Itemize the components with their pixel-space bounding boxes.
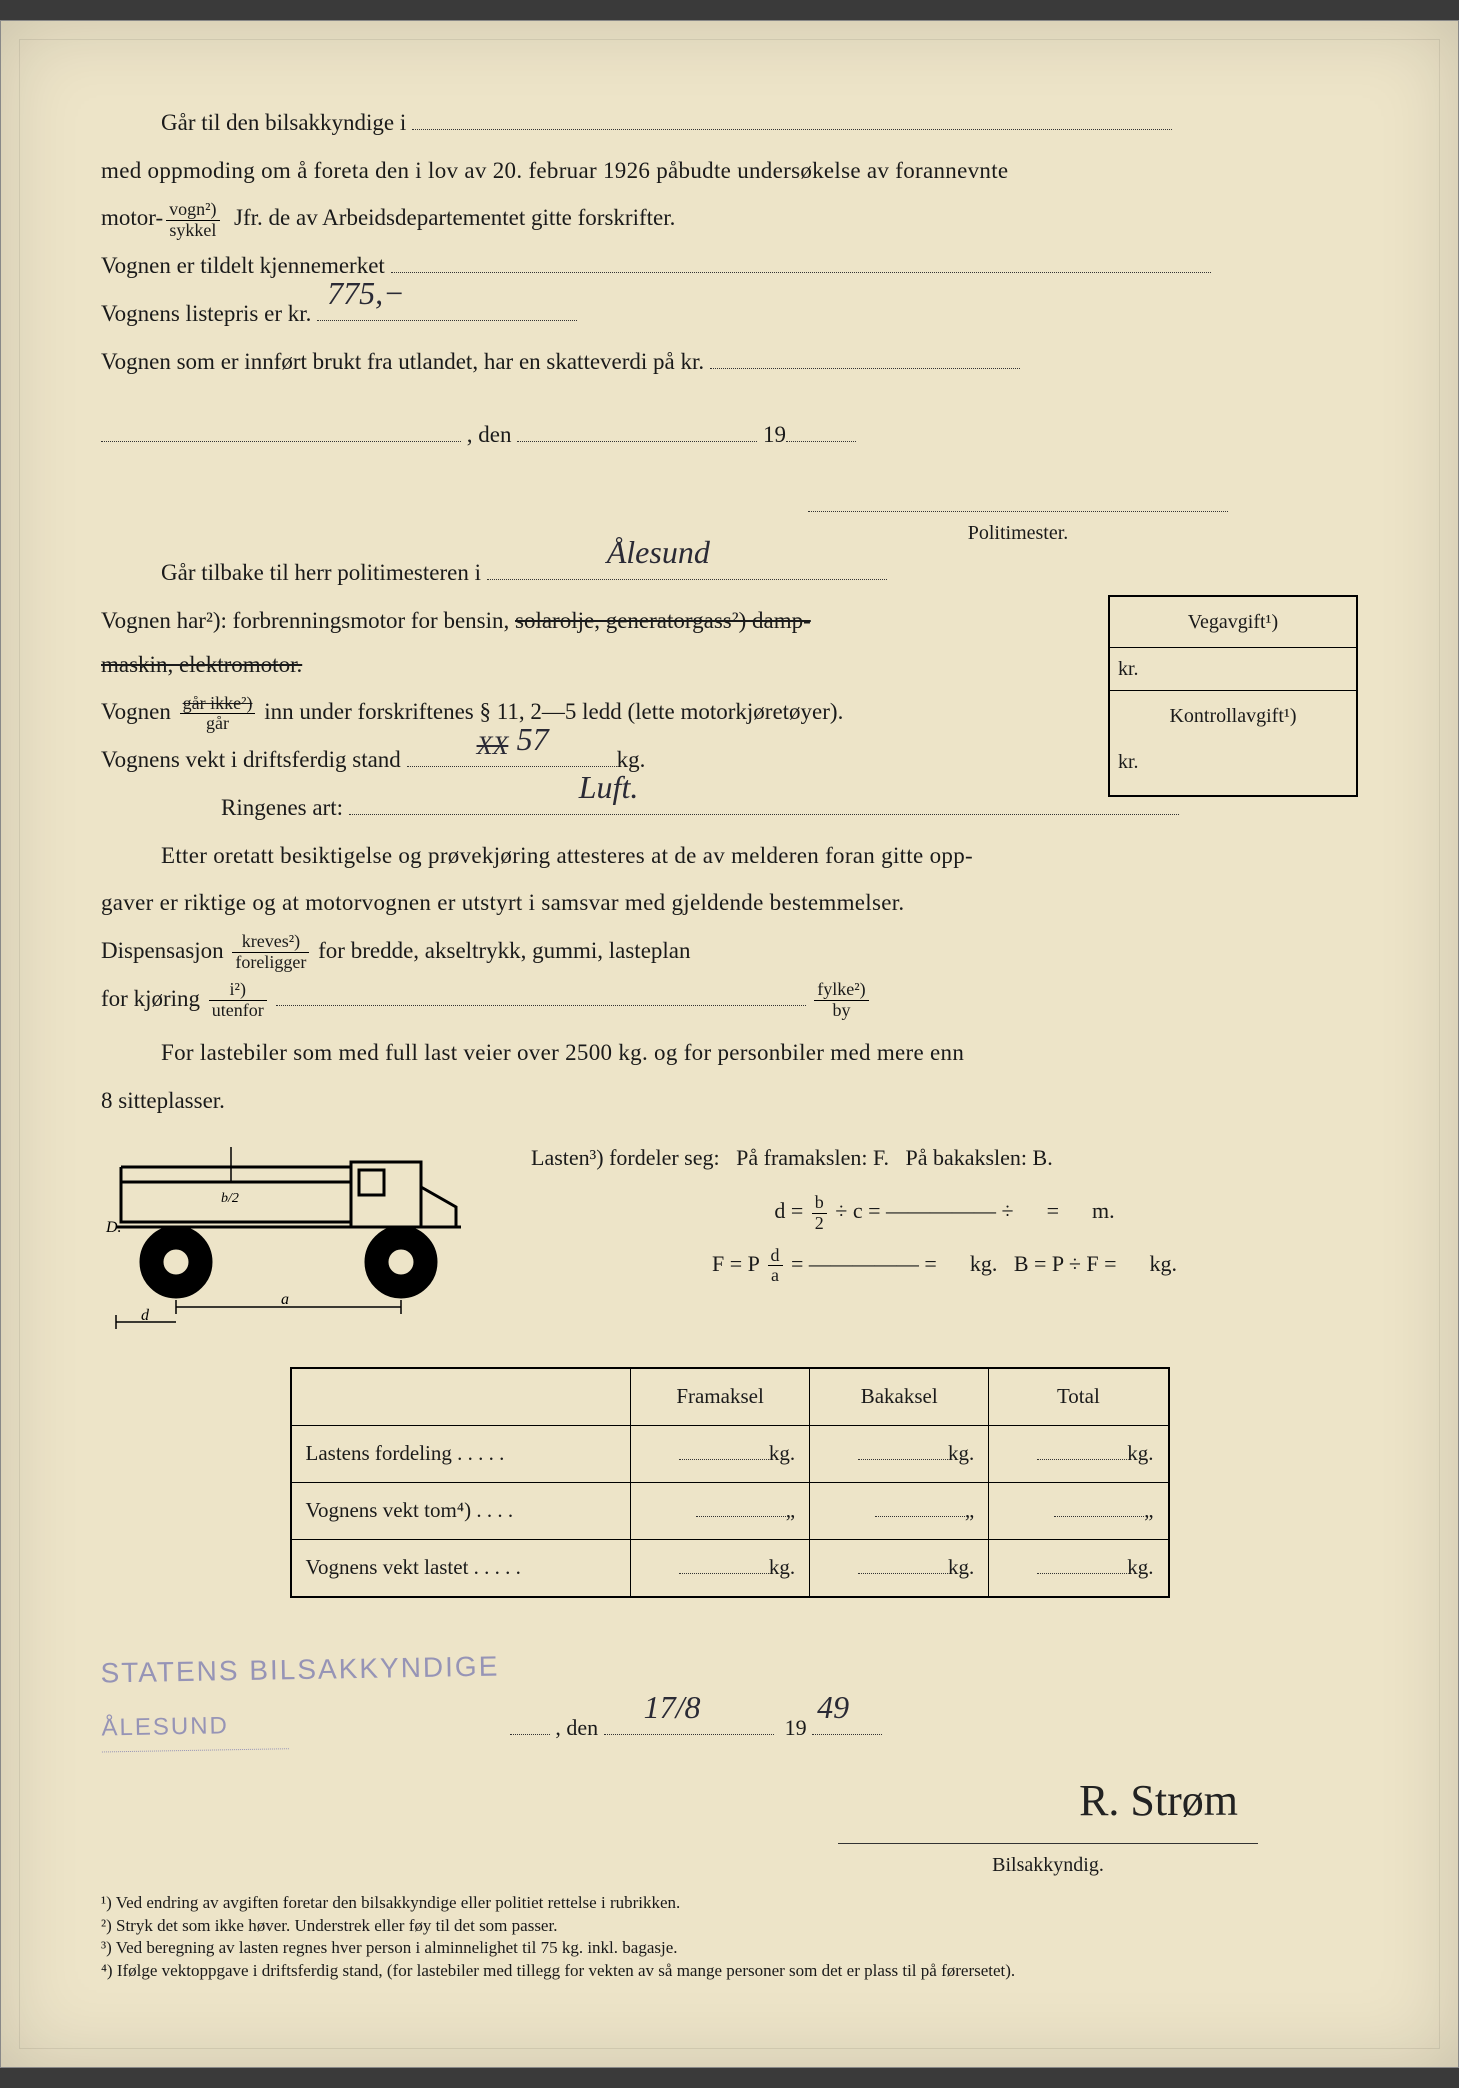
line-recipient: Går til den bilsakkyndige i (101, 101, 1358, 145)
document-page: Går til den bilsakkyndige i med oppmodin… (0, 20, 1459, 2068)
load-heading-2: 8 sitteplasser. (101, 1079, 1358, 1123)
svg-text:a: a (281, 1291, 289, 1308)
text: inn under forskriftenes § 11, 2—5 ledd (… (258, 699, 843, 724)
col-total: Total (989, 1368, 1169, 1425)
text: Vognen som er innført brukt fra utlandet… (101, 349, 704, 374)
line-request: med oppmoding om å foreta den i lov av 2… (101, 149, 1358, 193)
text: Jfr. de av Arbeidsdepartementet gitte fo… (234, 205, 675, 230)
line-date-1: , den 19 (101, 413, 1358, 457)
strike-2: maskin, elektromotor. (101, 652, 302, 677)
load-dist-header: Lasten³) fordeler seg: På framakslen: F.… (531, 1132, 1358, 1185)
field-tires: Luft. (349, 792, 1179, 815)
fees-box: Vegavgift¹) kr. Kontrollavgift¹) kr. (1108, 595, 1358, 797)
frac-vogn-sykkel: vogn²)sykkel (166, 200, 219, 241)
truck-section: a d b/2 D. Lasten³) fordeler seg: På fra… (101, 1132, 1358, 1347)
row1-label: Lastens fordeling . . . . . (291, 1425, 631, 1482)
value-year: 49 (817, 1677, 849, 1738)
stamp: STATENS BILSAKKYNDIGE ÅLESUND (100, 1639, 501, 1752)
label-bilsakkyndig: Bilsakkyndig. (838, 1843, 1258, 1884)
line-attest-1: Etter oretatt besiktigelse og prøvekjøri… (101, 834, 1358, 878)
footnote-3: ³) Ved beregning av lasten regnes hver p… (101, 1937, 1358, 1960)
line-tires: Ringenes art: Luft. (101, 786, 1358, 830)
line-listepris: Vognens listepris er kr. 775,− (101, 292, 1358, 336)
line-kjennemerke: Vognen er tildelt kjennemerket (101, 244, 1358, 288)
truck-diagram: a d b/2 D. (101, 1132, 501, 1347)
line-engine: Vognen har²): forbrenningsmotor for bens… (101, 599, 1041, 686)
blank-kjennemerke (391, 250, 1211, 273)
line-motortype: motor-vogn²)sykkel Jfr. de av Arbeidsdep… (101, 196, 1358, 240)
signature: R. Strøm (101, 1759, 1358, 1843)
line-forskrift: Vognen går ikke²)går inn under forskrift… (101, 690, 1041, 734)
frac-fylke-by: fylke²)by (814, 980, 868, 1021)
field-back-to: Ålesund (487, 557, 887, 580)
value-tires: Luft. (459, 757, 639, 818)
line-dispensasjon: Dispensasjon kreves²)foreligger for bred… (101, 929, 1358, 973)
text: Går til den bilsakkyndige i (161, 110, 406, 135)
blank-kjoring (276, 983, 806, 1006)
value-listepris: 775,− (327, 263, 405, 324)
weight-table: Framaksel Bakaksel Total Lastens fordeli… (290, 1367, 1170, 1598)
text: motor- (101, 205, 163, 230)
line-attest-2: gaver er riktige og at motorvognen er ut… (101, 881, 1358, 925)
politimester-sig: Politimester. (101, 461, 1358, 551)
blank-recipient (412, 107, 1172, 130)
col-front: Framaksel (631, 1368, 810, 1425)
blank-place-1 (101, 419, 461, 442)
text: for kjøring (101, 986, 206, 1011)
label-vegavgift: Vegavgift¹) (1110, 597, 1356, 647)
line-skatteverdi: Vognen som er innført brukt fra utlandet… (101, 340, 1358, 384)
label-kontrollavgift: Kontrollavgift¹) (1110, 690, 1356, 741)
row2-label: Vognens vekt tom⁴) . . . . (291, 1482, 631, 1539)
frac-i-utenfor: i²)utenfor (209, 980, 267, 1021)
frac-kreves: kreves²)foreligger (232, 932, 309, 973)
text: Vognens vekt i driftsferdig stand (101, 747, 401, 772)
col-rear: Bakaksel (810, 1368, 989, 1425)
blank-year-1 (786, 419, 856, 442)
field-date: 17/8 (604, 1713, 774, 1735)
text: Går tilbake til herr politimesteren i (161, 560, 481, 585)
text: 19 (785, 1715, 807, 1740)
text: for bredde, akseltrykk, gummi, lasteplan (312, 938, 690, 963)
line-kjoring: for kjøring i²)utenfor fylke²)by (101, 977, 1358, 1021)
footnotes: ¹) Ved endring av avgiften foretar den b… (101, 1892, 1358, 1984)
kr-2: kr. (1110, 741, 1356, 795)
row3-label: Vognens vekt lastet . . . . . (291, 1539, 631, 1596)
value-date: 17/8 (644, 1677, 701, 1738)
line-back-to: Går tilbake til herr politimesteren i Ål… (101, 551, 1358, 595)
text: Vognen (101, 699, 177, 724)
frac-gar-ikke: går ikke²)går (180, 694, 256, 735)
footnote-2: ²) Stryk det som ikke høver. Understrek … (101, 1915, 1358, 1938)
text: , den (467, 422, 512, 447)
strike-1: solarolje, generatorgass²) damp- (515, 608, 811, 633)
text: 19 (763, 422, 786, 447)
text: , den (555, 1715, 598, 1740)
stamp-line1: STATENS BILSAKKYNDIGE (100, 1639, 500, 1699)
stamp-line2: ÅLESUND (101, 1702, 289, 1752)
text: Vognens listepris er kr. (101, 301, 311, 326)
field-listepris: 775,− (317, 298, 577, 321)
footnote-4: ⁴) Ifølge vektoppgave i driftsferdig sta… (101, 1960, 1358, 1983)
field-year: 49 (812, 1713, 882, 1735)
svg-text:b/2: b/2 (221, 1191, 239, 1206)
text: Dispensasjon (101, 938, 229, 963)
text: Ringenes art: (221, 795, 343, 820)
svg-text:d: d (141, 1307, 150, 1324)
text: Vognen har²): forbrenningsmotor for bens… (101, 608, 515, 633)
footnote-1: ¹) Ved endring av avgiften foretar den b… (101, 1892, 1358, 1915)
value-back-to: Ålesund (547, 522, 710, 583)
load-heading-1: For lastebiler som med full last veier o… (101, 1031, 1358, 1075)
blank-skatteverdi (710, 346, 1020, 369)
formula-d: d = b2 ÷ c = ————— ÷ = m. (531, 1185, 1358, 1238)
svg-text:D.: D. (105, 1219, 122, 1236)
date-line-2: , den 17/8 19 49 (510, 1707, 1358, 1749)
engine-and-fees: Vognen har²): forbrenningsmotor for bens… (101, 599, 1358, 734)
form-content: Går til den bilsakkyndige i med oppmodin… (101, 101, 1358, 1983)
footer-dateline: STATENS BILSAKKYNDIGE ÅLESUND , den 17/8… (101, 1618, 1358, 1749)
formula-f: F = P da = ————— = kg. B = P ÷ F = kg. (531, 1238, 1358, 1291)
kr-1: kr. (1110, 647, 1356, 690)
load-formulas: Lasten³) fordeler seg: På framakslen: F.… (531, 1132, 1358, 1290)
blank-day-1 (517, 419, 757, 442)
label-politimester: Politimester. (808, 511, 1228, 552)
